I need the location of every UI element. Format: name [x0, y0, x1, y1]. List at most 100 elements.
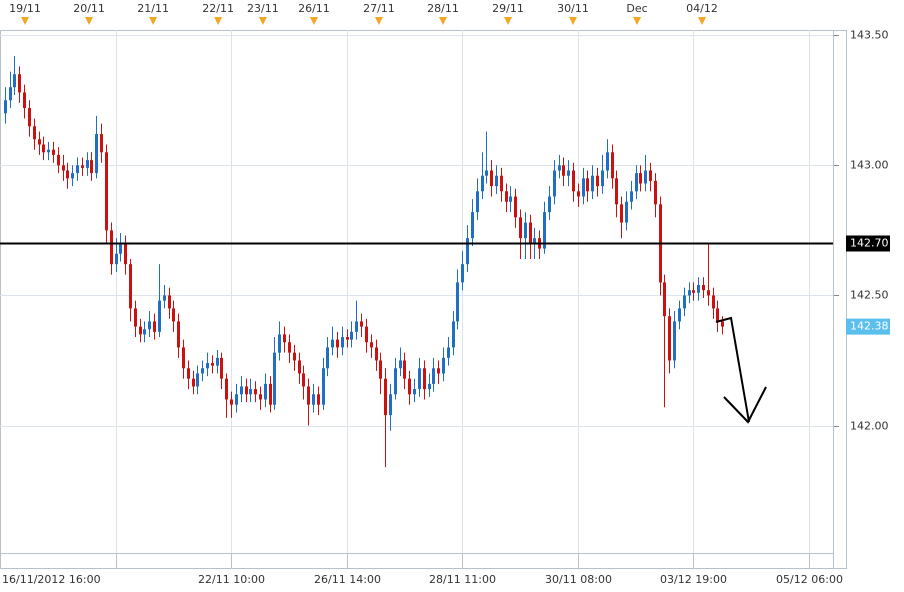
top-tick-label: 19/11 — [9, 2, 41, 15]
candles — [0, 56, 833, 468]
top-tick-marker — [568, 17, 577, 25]
candle-body — [663, 282, 666, 317]
candle-body — [90, 160, 93, 174]
top-tick-label: 22/11 — [202, 2, 234, 15]
candle-body — [553, 170, 556, 197]
candle-body — [688, 290, 691, 296]
candle-body — [355, 321, 358, 332]
candle-body — [148, 321, 151, 330]
candle-body — [716, 308, 719, 322]
candle-body — [350, 331, 353, 340]
candle-body — [606, 152, 609, 171]
candle-body — [423, 368, 426, 390]
candle-body — [601, 170, 604, 187]
candle-body — [452, 321, 455, 348]
candle-body — [644, 170, 647, 184]
candle-body — [683, 295, 686, 309]
candle-body — [293, 352, 296, 361]
candle-body — [379, 360, 382, 379]
candle-body — [259, 394, 262, 400]
candle-body — [495, 175, 498, 187]
candle-body — [71, 173, 74, 179]
candle-body — [562, 165, 565, 176]
candle-body — [533, 238, 536, 244]
candle-body — [625, 201, 628, 223]
candle-body — [572, 170, 575, 192]
candle-body — [278, 334, 281, 353]
top-tick-marker — [438, 17, 447, 25]
arrow-shaft — [715, 316, 750, 423]
candle-body — [471, 212, 474, 239]
candle-body — [697, 284, 700, 293]
top-tick-label: Dec — [626, 2, 647, 15]
top-tick-marker — [85, 17, 94, 25]
candle-body — [370, 342, 373, 348]
candle-body — [201, 368, 204, 374]
top-tick-label: 04/12 — [686, 2, 718, 15]
candle-body — [230, 399, 233, 405]
candle-body — [249, 389, 252, 395]
x-tick-label: 05/12 06:00 — [776, 573, 843, 586]
x-tick-label: 16/11/2012 16:00 — [2, 573, 101, 586]
candle-body — [673, 321, 676, 361]
top-tick-marker — [309, 17, 318, 25]
candle-body — [639, 173, 642, 184]
candle-body — [403, 360, 406, 379]
candle-body — [283, 334, 286, 343]
candle-body — [9, 87, 12, 101]
candle-body — [211, 363, 214, 366]
candle-body — [28, 108, 31, 127]
candle-body — [707, 290, 710, 296]
candle-body — [649, 170, 652, 181]
candle-body — [182, 347, 185, 369]
candle-body — [317, 394, 320, 405]
candle-body — [187, 368, 190, 379]
arrow-head — [723, 386, 767, 424]
candle-body — [172, 308, 175, 322]
candle-body — [509, 196, 512, 202]
candle-body — [33, 126, 36, 140]
candle-body — [269, 383, 272, 405]
candle-body — [591, 175, 594, 192]
candle-body — [216, 357, 219, 366]
candle-body — [375, 347, 378, 361]
candle-body — [543, 212, 546, 249]
candle-body — [721, 321, 724, 327]
last-price-label: 142.38 — [850, 320, 889, 333]
top-tick-label: 28/11 — [427, 2, 459, 15]
candle-body — [654, 180, 657, 205]
candle-body — [95, 134, 98, 174]
candle-body — [336, 339, 339, 348]
candle-body — [206, 363, 209, 369]
candle-body — [692, 290, 695, 293]
candle-body — [105, 152, 108, 231]
candle-body — [586, 178, 589, 192]
top-tick-marker — [21, 17, 30, 25]
candle-body — [240, 386, 243, 395]
candle-body — [288, 342, 291, 353]
top-tick-label: 26/11 — [298, 2, 330, 15]
arrow-annotation — [715, 316, 767, 424]
candle-body — [341, 337, 344, 348]
candle-body — [447, 347, 450, 358]
candle-body — [490, 170, 493, 187]
candle-body — [76, 165, 79, 174]
top-tick-marker — [633, 17, 642, 25]
candle-body — [124, 243, 127, 265]
candle-body — [360, 321, 363, 327]
candle-body — [163, 295, 166, 301]
x-tick-label: 30/11 08:00 — [545, 573, 612, 586]
candle-body — [399, 360, 402, 369]
candle-body — [456, 282, 459, 322]
candle-body — [62, 165, 65, 171]
labels: 142.00 142.50 143.00 143.50 16/11/2012 16:00… — [2, 2, 890, 586]
candle-body — [620, 204, 623, 223]
x-tick-label: 26/11 14:00 — [314, 573, 381, 586]
candle-body — [432, 368, 435, 384]
candle-body — [394, 368, 397, 395]
top-tick-label: 27/11 — [363, 2, 395, 15]
candle-body — [500, 175, 503, 192]
candle-body — [596, 175, 599, 187]
candle-body — [485, 170, 488, 176]
